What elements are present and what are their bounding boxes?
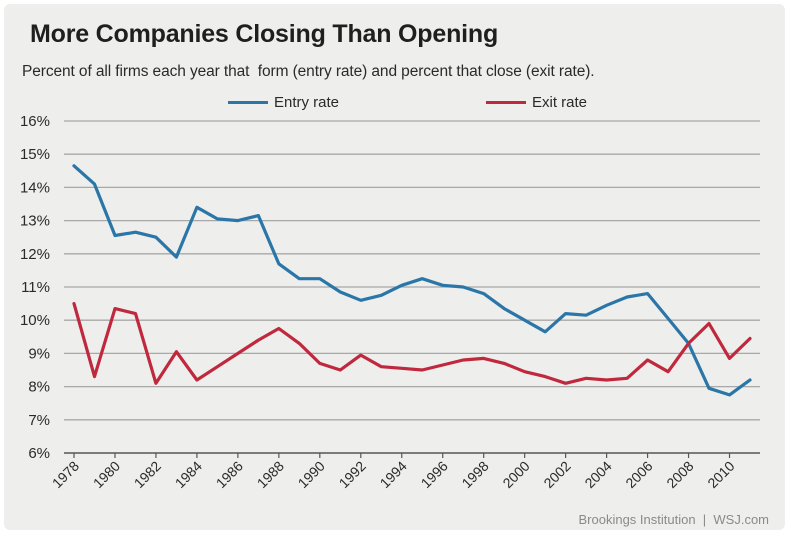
- x-tick-label: 2008: [663, 458, 696, 491]
- x-tick-label: 1998: [458, 458, 491, 491]
- x-tick-label: 1980: [90, 458, 123, 491]
- y-tick-label: 7%: [28, 412, 50, 429]
- y-tick-label: 15%: [20, 146, 50, 163]
- x-tick-label: 2006: [622, 458, 655, 491]
- series-lines: [72, 164, 752, 397]
- legend-swatch-entry-rate: [228, 100, 268, 104]
- x-tick-label: 1978: [49, 458, 82, 491]
- x-tick-label: 2010: [704, 458, 737, 491]
- y-axis-ticks: 6% 7% 8% 9% 10% 11% 12% 13% 14% 15% 16%: [20, 113, 50, 462]
- y-tick-label: 14%: [20, 179, 50, 196]
- x-tick-label: 2004: [581, 458, 614, 491]
- x-tick-label: 2000: [499, 458, 532, 491]
- x-tick-label: 2002: [540, 458, 573, 491]
- legend-exit-rate: Exit rate: [486, 92, 587, 112]
- chart-title: More Companies Closing Than Opening: [30, 20, 499, 48]
- x-tick-label: 1988: [254, 458, 287, 491]
- y-tick-label: 11%: [21, 279, 50, 296]
- grid-lines: [64, 120, 760, 454]
- y-tick-label: 6%: [28, 445, 50, 462]
- x-axis-ticks: 1978 1980 1982 1984 1986 1988 1990 1992 1994 1996…: [49, 453, 738, 491]
- legend-entry-rate: Entry rate: [228, 92, 339, 112]
- y-tick-label: 8%: [28, 379, 50, 396]
- source-credit: Brookings Institution | WSJ.com: [578, 512, 770, 527]
- y-tick-label: 10%: [20, 312, 50, 329]
- y-tick-label: 16%: [20, 113, 50, 130]
- y-tick-label: 12%: [20, 246, 50, 263]
- x-tick-label: 1982: [131, 458, 164, 491]
- y-tick-label: 9%: [28, 345, 50, 362]
- series-line-exit-rate: [72, 302, 752, 385]
- chart-subtitle: Percent of all firms each year that form…: [22, 63, 595, 80]
- x-tick-label: 1984: [172, 458, 205, 491]
- x-tick-label: 1994: [377, 458, 410, 491]
- legend-swatch-exit-rate: [486, 100, 526, 104]
- chart-frame: [4, 4, 785, 530]
- series-line-entry-rate: [72, 164, 752, 397]
- x-tick-label: 1990: [295, 458, 328, 491]
- legend-label-exit-rate: Exit rate: [532, 93, 588, 111]
- x-tick-label: 1992: [336, 458, 369, 491]
- x-tick-label: 1996: [418, 458, 451, 491]
- x-tick-label: 1986: [213, 458, 246, 491]
- y-tick-label: 13%: [20, 213, 50, 230]
- legend-label-entry-rate: Entry rate: [274, 93, 340, 111]
